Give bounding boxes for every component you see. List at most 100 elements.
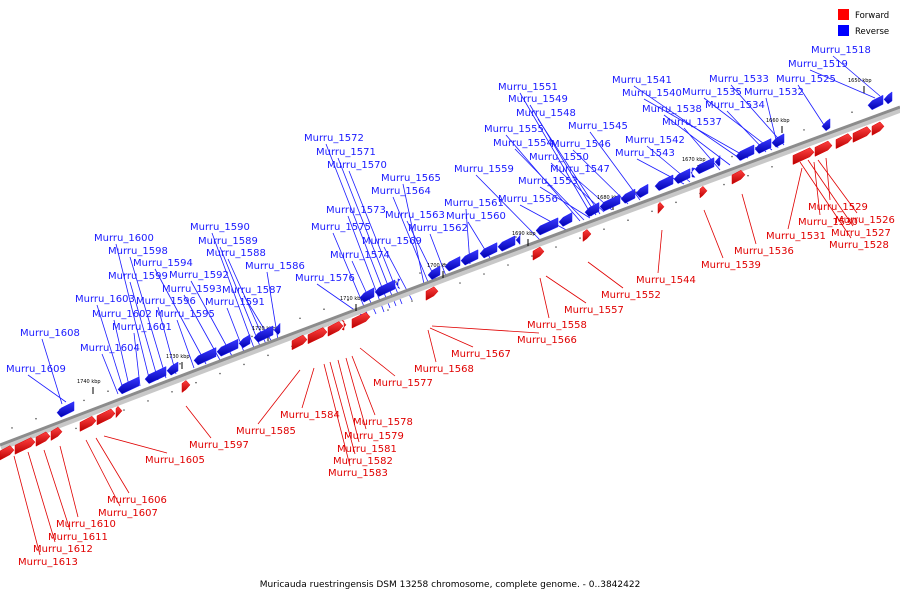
gene-label-murru-1529[interactable]: Murru_1529 bbox=[808, 202, 868, 213]
reverse-gene-block[interactable] bbox=[821, 118, 831, 132]
gene-label-murru-1598[interactable]: Murru_1598 bbox=[108, 246, 168, 257]
gene-label-murru-1596[interactable]: Murru_1596 bbox=[136, 296, 196, 307]
gene-label-murru-1518[interactable]: Murru_1518 bbox=[811, 45, 871, 56]
gene-label-murru-1571[interactable]: Murru_1571 bbox=[316, 147, 376, 158]
reverse-gene-block[interactable] bbox=[56, 401, 75, 418]
gene-label-murru-1535[interactable]: Murru_1535 bbox=[682, 87, 742, 98]
reverse-gene-block[interactable] bbox=[690, 167, 696, 178]
gene-label-murru-1543[interactable]: Murru_1543 bbox=[615, 148, 675, 159]
gene-label-murru-1608[interactable]: Murru_1608 bbox=[20, 328, 80, 339]
gene-label-murru-1544[interactable]: Murru_1544 bbox=[636, 275, 696, 286]
forward-gene-block[interactable] bbox=[731, 169, 746, 185]
reverse-gene-block[interactable] bbox=[253, 325, 274, 343]
gene-label-murru-1590[interactable]: Murru_1590 bbox=[190, 222, 250, 233]
reverse-gene-block[interactable] bbox=[166, 361, 179, 376]
gene-label-murru-1585[interactable]: Murru_1585 bbox=[236, 426, 296, 437]
reverse-gene-block[interactable] bbox=[444, 256, 461, 272]
gene-label-murru-1555[interactable]: Murru_1555 bbox=[484, 124, 544, 135]
gene-label-murru-1557[interactable]: Murru_1557 bbox=[564, 305, 624, 316]
gene-label-murru-1531[interactable]: Murru_1531 bbox=[766, 231, 826, 242]
gene-label-murru-1562[interactable]: Murru_1562 bbox=[408, 223, 468, 234]
gene-label-murru-1536[interactable]: Murru_1536 bbox=[734, 246, 794, 257]
gene-label-murru-1560[interactable]: Murru_1560 bbox=[446, 211, 506, 222]
gene-label-murru-1550[interactable]: Murru_1550 bbox=[529, 152, 589, 163]
gene-label-murru-1579[interactable]: Murru_1579 bbox=[344, 431, 404, 442]
reverse-gene-block[interactable] bbox=[273, 322, 281, 335]
gene-label-murru-1534[interactable]: Murru_1534 bbox=[705, 100, 765, 111]
forward-gene-block[interactable] bbox=[35, 431, 51, 447]
gene-label-murru-1559[interactable]: Murru_1559 bbox=[454, 164, 514, 175]
gene-label-murru-1589[interactable]: Murru_1589 bbox=[198, 236, 258, 247]
gene-label-murru-1607[interactable]: Murru_1607 bbox=[98, 508, 158, 519]
gene-label-murru-1570[interactable]: Murru_1570 bbox=[327, 160, 387, 171]
reverse-gene-block[interactable] bbox=[479, 242, 498, 259]
reverse-gene-block[interactable] bbox=[673, 168, 691, 184]
gene-label-murru-1527[interactable]: Murru_1527 bbox=[831, 228, 891, 239]
gene-label-murru-1583[interactable]: Murru_1583 bbox=[328, 468, 388, 479]
forward-gene-block[interactable] bbox=[814, 140, 833, 157]
gene-label-murru-1600[interactable]: Murru_1600 bbox=[94, 233, 154, 244]
reverse-gene-block[interactable] bbox=[535, 217, 559, 236]
reverse-gene-block[interactable] bbox=[754, 138, 772, 154]
reverse-gene-block[interactable] bbox=[599, 194, 621, 212]
forward-gene-block[interactable] bbox=[657, 201, 665, 215]
gene-label-murru-1519[interactable]: Murru_1519 bbox=[788, 59, 848, 70]
gene-label-murru-1601[interactable]: Murru_1601 bbox=[112, 322, 172, 333]
gene-label-murru-1578[interactable]: Murru_1578 bbox=[353, 417, 413, 428]
gene-label-murru-1552[interactable]: Murru_1552 bbox=[601, 290, 661, 301]
gene-label-murru-1606[interactable]: Murru_1606 bbox=[107, 495, 167, 506]
forward-gene-block[interactable] bbox=[50, 426, 63, 441]
gene-label-murru-1613[interactable]: Murru_1613 bbox=[18, 557, 78, 568]
reverse-gene-block[interactable] bbox=[144, 366, 167, 384]
gene-label-murru-1533[interactable]: Murru_1533 bbox=[709, 74, 769, 85]
gene-label-murru-1563[interactable]: Murru_1563 bbox=[385, 210, 445, 221]
forward-gene-block[interactable] bbox=[0, 445, 15, 461]
reverse-gene-block[interactable] bbox=[460, 249, 479, 266]
gene-label-murru-1526[interactable]: Murru_1526 bbox=[835, 215, 895, 226]
gene-label-murru-1539[interactable]: Murru_1539 bbox=[701, 260, 761, 271]
gene-label-murru-1605[interactable]: Murru_1605 bbox=[145, 455, 205, 466]
reverse-gene-block[interactable] bbox=[497, 235, 516, 252]
gene-label-murru-1556[interactable]: Murru_1556 bbox=[498, 194, 558, 205]
gene-label-murru-1577[interactable]: Murru_1577 bbox=[373, 378, 433, 389]
gene-label-murru-1541[interactable]: Murru_1541 bbox=[612, 75, 672, 86]
gene-label-murru-1538[interactable]: Murru_1538 bbox=[642, 104, 702, 115]
gene-label-murru-1581[interactable]: Murru_1581 bbox=[337, 444, 397, 455]
gene-label-murru-1593[interactable]: Murru_1593 bbox=[162, 284, 222, 295]
gene-label-murru-1548[interactable]: Murru_1548 bbox=[516, 108, 576, 119]
gene-label-murru-1582[interactable]: Murru_1582 bbox=[333, 456, 393, 467]
gene-label-murru-1565[interactable]: Murru_1565 bbox=[381, 173, 441, 184]
gene-label-murru-1540[interactable]: Murru_1540 bbox=[622, 88, 682, 99]
forward-gene-block[interactable] bbox=[582, 229, 592, 242]
gene-label-murru-1597[interactable]: Murru_1597 bbox=[189, 440, 249, 451]
gene-label-murru-1588[interactable]: Murru_1588 bbox=[206, 248, 266, 259]
forward-gene-block[interactable] bbox=[792, 147, 815, 165]
gene-label-murru-1546[interactable]: Murru_1546 bbox=[551, 139, 611, 150]
forward-gene-block[interactable] bbox=[852, 126, 872, 143]
gene-label-murru-1587[interactable]: Murru_1587 bbox=[222, 285, 282, 296]
forward-gene-block[interactable] bbox=[79, 415, 97, 432]
gene-label-murru-1554[interactable]: Murru_1554 bbox=[493, 138, 553, 149]
gene-label-murru-1553[interactable]: Murru_1553 bbox=[518, 176, 578, 187]
gene-label-murru-1547[interactable]: Murru_1547 bbox=[550, 164, 610, 175]
gene-label-murru-1525[interactable]: Murru_1525 bbox=[776, 74, 836, 85]
gene-label-murru-1537[interactable]: Murru_1537 bbox=[662, 117, 722, 128]
forward-gene-block[interactable] bbox=[532, 246, 545, 261]
reverse-gene-block[interactable] bbox=[359, 287, 375, 303]
reverse-gene-block[interactable] bbox=[193, 347, 217, 366]
reverse-gene-block[interactable] bbox=[515, 234, 521, 246]
reverse-gene-block[interactable] bbox=[694, 157, 715, 175]
reverse-gene-block[interactable] bbox=[427, 265, 441, 280]
gene-label-murru-1604[interactable]: Murru_1604 bbox=[80, 343, 140, 354]
reverse-gene-block[interactable] bbox=[867, 94, 884, 111]
gene-label-murru-1576[interactable]: Murru_1576 bbox=[295, 273, 355, 284]
reverse-gene-block[interactable] bbox=[238, 334, 251, 349]
gene-label-murru-1594[interactable]: Murru_1594 bbox=[133, 258, 193, 269]
gene-label-murru-1558[interactable]: Murru_1558 bbox=[527, 320, 587, 331]
gene-label-murru-1575[interactable]: Murru_1575 bbox=[311, 222, 371, 233]
gene-label-murru-1591[interactable]: Murru_1591 bbox=[205, 297, 265, 308]
forward-gene-block[interactable] bbox=[307, 327, 328, 345]
gene-label-murru-1566[interactable]: Murru_1566 bbox=[517, 335, 577, 346]
forward-gene-block[interactable] bbox=[351, 312, 371, 329]
forward-gene-block[interactable] bbox=[699, 185, 708, 199]
